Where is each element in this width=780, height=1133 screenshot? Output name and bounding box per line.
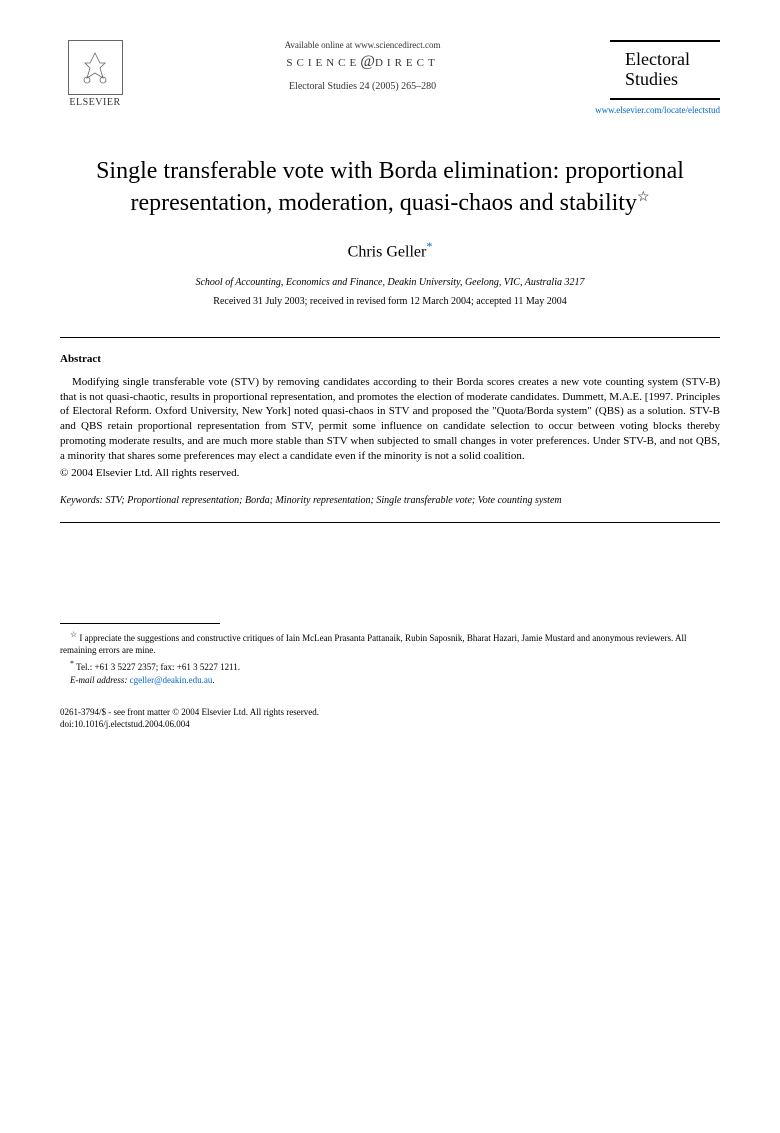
at-icon: @ [360, 53, 375, 70]
available-online-text: Available online at www.sciencedirect.co… [150, 40, 575, 50]
journal-reference: Electoral Studies 24 (2005) 265–280 [150, 81, 575, 92]
author-name: Chris Geller* [60, 239, 720, 261]
author-affiliation: School of Accounting, Economics and Fina… [60, 277, 720, 288]
abstract-heading: Abstract [60, 353, 720, 365]
journal-title-box: Electoral Studies [610, 40, 720, 100]
abstract-copyright: © 2004 Elsevier Ltd. All rights reserved… [60, 467, 720, 479]
keywords: Keywords: STV; Proportional representati… [60, 494, 720, 508]
email-footnote: E-mail address: cgeller@deakin.edu.au. [60, 675, 720, 687]
author-corresponding-mark[interactable]: * [426, 239, 432, 253]
header-center: Available online at www.sciencedirect.co… [130, 40, 595, 92]
header: ELSEVIER Available online at www.science… [60, 40, 720, 115]
abstract-body: Modifying single transferable vote (STV)… [60, 375, 720, 464]
footnotes: ☆ I appreciate the suggestions and const… [60, 630, 720, 687]
page-footer: 0261-3794/$ - see front matter © 2004 El… [60, 707, 720, 730]
elsevier-tree-icon [68, 40, 123, 95]
email-link[interactable]: cgeller@deakin.edu.au [130, 675, 213, 685]
journal-name: Electoral Studies [625, 50, 705, 90]
publisher-logo: ELSEVIER [60, 40, 130, 108]
science-direct-logo: SCIENCE@DIRECT [150, 53, 575, 71]
contact-footnote: * Tel.: +61 3 5227 2357; fax: +61 3 5227… [60, 659, 720, 674]
footnotes-rule [60, 623, 220, 630]
article-title: Single transferable vote with Borda elim… [90, 155, 690, 220]
keywords-list: STV; Proportional representation; Borda;… [105, 495, 561, 506]
acknowledgment-footnote: ☆ I appreciate the suggestions and const… [60, 630, 720, 656]
contact-mark-icon: * [70, 659, 74, 668]
journal-url-link[interactable]: www.elsevier.com/locate/electstud [595, 105, 720, 115]
title-footnote-mark: ☆ [637, 190, 650, 205]
email-label: E-mail address: [70, 675, 127, 685]
issn-line: 0261-3794/$ - see front matter © 2004 El… [60, 707, 720, 719]
doi-line: doi:10.1016/j.electstud.2004.06.004 [60, 719, 720, 731]
ack-mark-icon: ☆ [70, 630, 77, 639]
divider-top [60, 337, 720, 338]
divider-bottom [60, 522, 720, 523]
publisher-name: ELSEVIER [60, 97, 130, 108]
keywords-label: Keywords: [60, 495, 103, 506]
article-dates: Received 31 July 2003; received in revis… [60, 296, 720, 307]
header-right: Electoral Studies www.elsevier.com/locat… [595, 40, 720, 115]
